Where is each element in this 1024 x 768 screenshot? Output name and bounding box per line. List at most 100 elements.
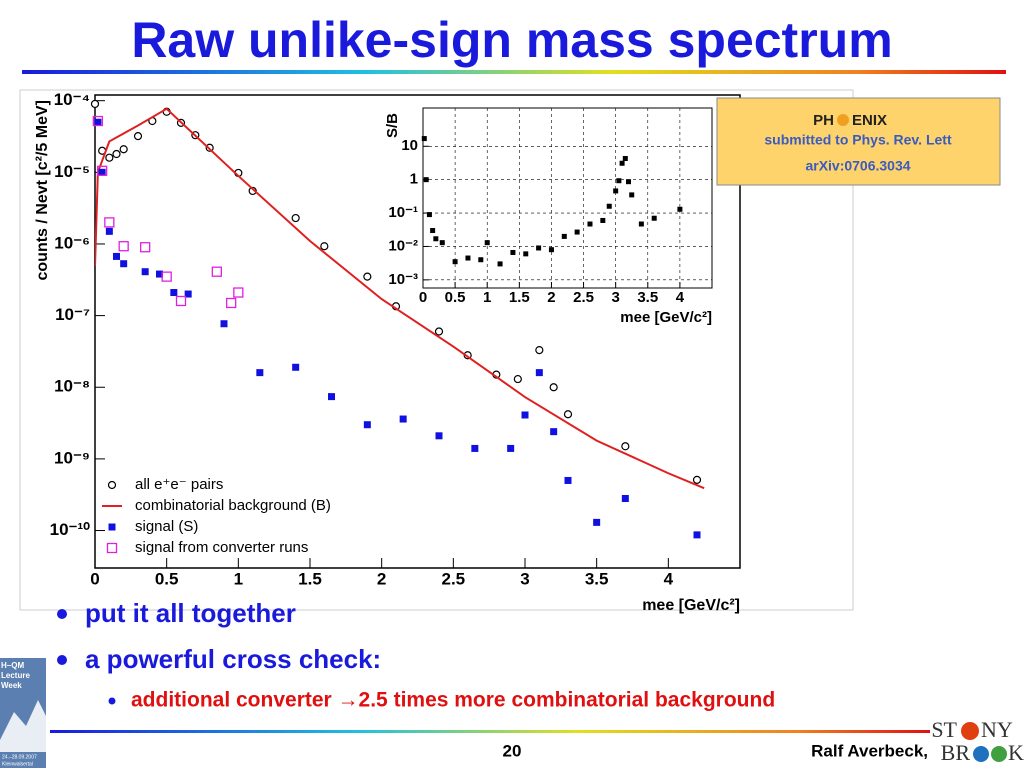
sidebar-title: H–QM Lecture Week	[1, 661, 30, 690]
x-tick-label: 0	[90, 569, 99, 588]
data-point	[112, 149, 121, 159]
data-point	[563, 410, 573, 419]
data-point	[561, 233, 567, 239]
logo-o	[991, 746, 1007, 762]
data-point	[105, 153, 114, 162]
legend-label: signal (S)	[135, 518, 198, 535]
y-tick-label: 10⁻¹	[388, 204, 418, 221]
data-point	[104, 217, 115, 228]
x-tick-label: 0.5	[155, 569, 179, 588]
y-axis-label: S/B	[384, 113, 401, 138]
sidebar-title-box: H–QM Lecture Week	[1, 661, 30, 690]
data-point	[497, 261, 503, 267]
logo-text: K	[1008, 740, 1024, 765]
data-point	[170, 289, 178, 297]
data-point	[535, 346, 544, 355]
x-tick-label: 1	[483, 289, 491, 306]
data-point	[399, 415, 407, 423]
y-axis-label: counts / Nevt [c²/5 MeV]	[34, 100, 51, 280]
x-tick-label: 3.5	[637, 289, 658, 306]
data-point	[328, 393, 335, 401]
data-point	[105, 227, 113, 235]
page-number: 20	[503, 741, 522, 760]
data-point	[521, 411, 529, 419]
data-point	[606, 203, 612, 209]
y-tick-label: 1	[410, 171, 418, 188]
data-point	[621, 495, 629, 503]
data-point	[536, 245, 542, 251]
data-point	[363, 421, 371, 429]
x-axis-label: mee [GeV/c²]	[642, 597, 740, 614]
data-point	[433, 236, 439, 242]
data-point	[613, 188, 619, 194]
note-text: submitted to Phys. Rev. Lett	[764, 132, 952, 148]
data-point	[140, 242, 151, 253]
data-point	[510, 249, 516, 255]
x-tick-label: 1.5	[509, 289, 530, 306]
data-point	[600, 217, 606, 223]
data-point	[549, 383, 558, 392]
data-point	[513, 374, 522, 384]
bullet-dot	[57, 655, 67, 665]
y-tick-label: 10⁻⁸	[54, 377, 90, 396]
data-point	[226, 297, 237, 309]
data-point	[587, 221, 593, 227]
data-point	[616, 178, 622, 184]
data-point	[629, 192, 635, 198]
data-point	[291, 213, 300, 223]
data-point	[507, 444, 515, 452]
data-point	[94, 118, 102, 126]
data-point	[593, 518, 601, 526]
note-box	[716, 97, 1001, 186]
data-point	[535, 369, 543, 377]
x-tick-label: 2	[547, 289, 555, 306]
y-tick-label: 10⁻⁷	[55, 305, 90, 324]
data-point	[465, 255, 471, 261]
x-tick-label: 1.5	[298, 569, 322, 588]
bullet: put it all together	[85, 598, 296, 628]
x-tick-label: 0	[419, 289, 427, 306]
data-point	[292, 363, 300, 371]
data-point	[435, 432, 443, 440]
bullet: a powerful cross check:	[85, 644, 381, 674]
data-point	[622, 156, 628, 162]
data-point	[98, 168, 106, 176]
logo-text: PH	[813, 112, 834, 129]
data-point	[184, 290, 192, 298]
legend-swatch	[106, 542, 118, 554]
data-point	[523, 251, 529, 257]
data-point	[90, 99, 100, 109]
data-line	[95, 107, 705, 490]
data-point	[421, 136, 427, 142]
data-point	[320, 242, 329, 251]
data-point	[220, 320, 228, 328]
data-point	[141, 268, 149, 276]
data-point	[423, 177, 429, 183]
logo-text: NY	[981, 717, 1013, 742]
data-point	[133, 132, 143, 141]
y-tick-label: 10⁻²	[388, 237, 418, 254]
legend-label: combinatorial background (B)	[135, 497, 331, 514]
title-rule	[22, 70, 1006, 74]
sidebar-mountains	[0, 700, 46, 752]
data-point	[471, 444, 479, 452]
x-tick-label: 3	[611, 289, 619, 306]
data-point	[677, 206, 683, 212]
data-point	[478, 257, 484, 263]
data-point	[363, 272, 372, 281]
bullet-dot	[108, 697, 116, 705]
data-point	[574, 229, 580, 235]
y-tick-label: 10⁻¹⁰	[50, 520, 91, 539]
logo-o	[973, 746, 989, 762]
data-point	[692, 475, 702, 484]
logo-o	[961, 722, 979, 740]
y-tick-label: 10⁻⁵	[54, 162, 90, 181]
data-point	[550, 428, 558, 436]
data-point	[626, 179, 632, 185]
data-point	[119, 145, 128, 154]
data-point	[426, 212, 432, 218]
data-point	[452, 259, 458, 265]
y-tick-label: 10⁻³	[388, 271, 418, 288]
data-point	[638, 221, 644, 227]
